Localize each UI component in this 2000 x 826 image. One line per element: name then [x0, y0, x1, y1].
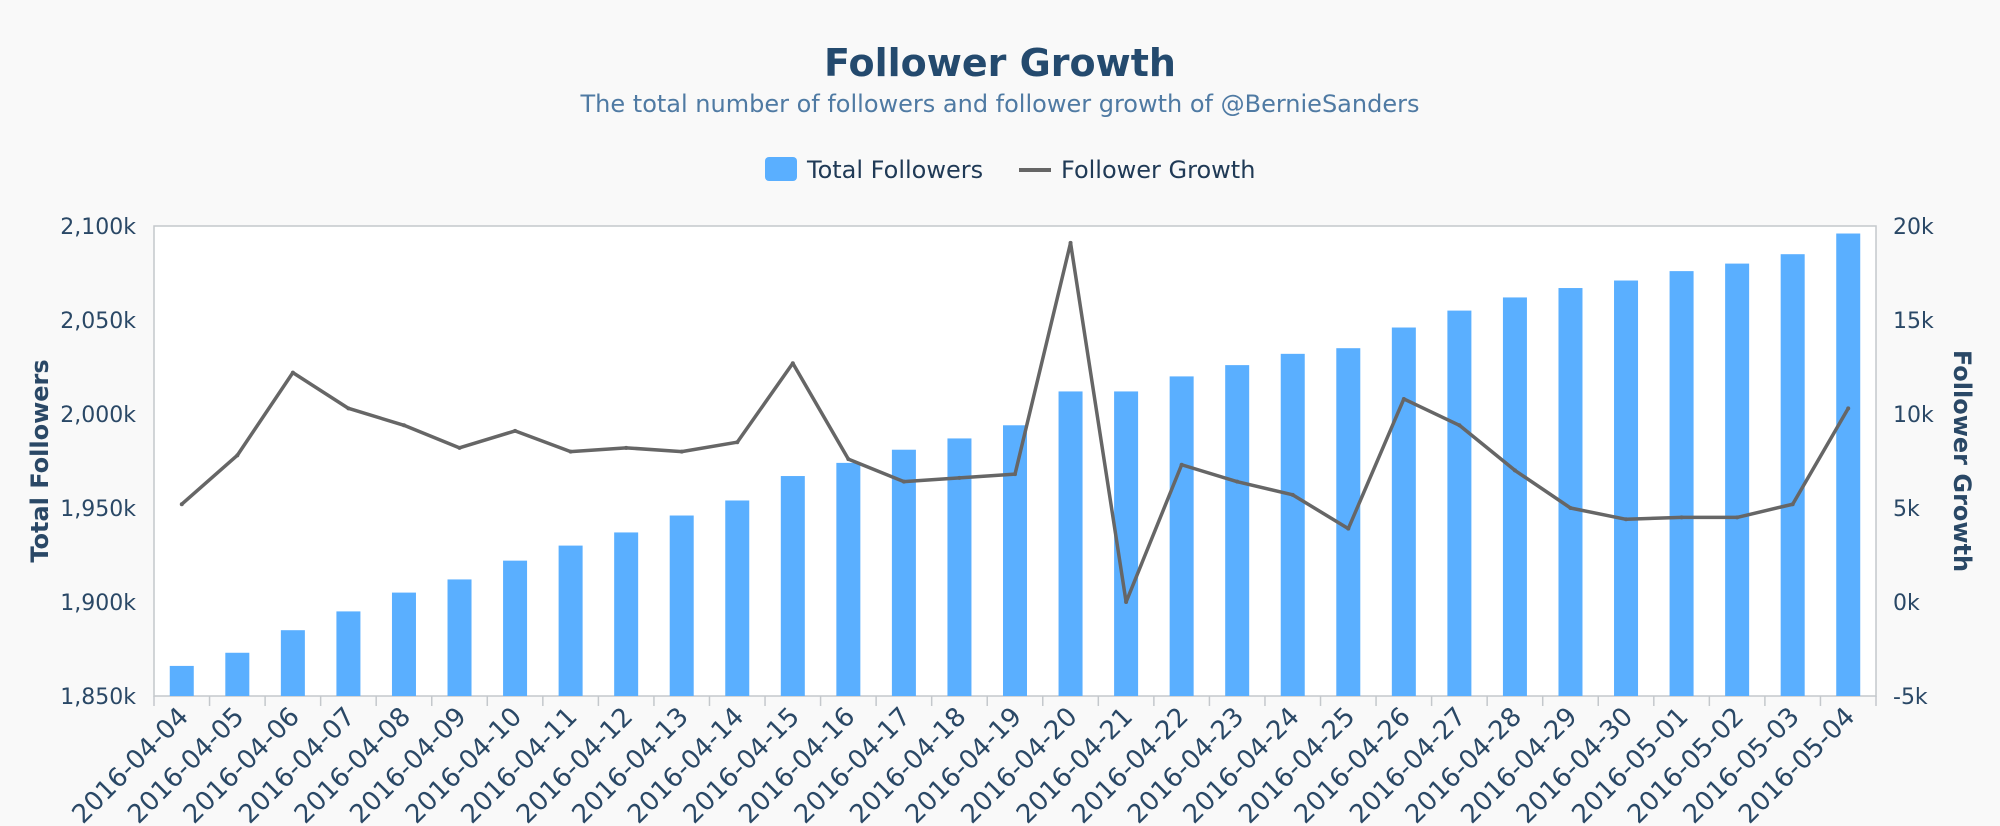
bar-total-followers-2016-05-01[interactable]	[1669, 271, 1694, 696]
bar-total-followers-2016-04-23[interactable]	[1225, 365, 1250, 696]
bar-total-followers-2016-04-22[interactable]	[1169, 376, 1194, 696]
line-series-follower-growth	[179, 240, 1851, 604]
right-tick-label: 0k	[1893, 591, 1920, 616]
legend: Total Followers Follower Growth	[765, 156, 1255, 184]
bar-total-followers-2016-04-19[interactable]	[1003, 425, 1027, 696]
point-follower-growth-2016-04-23[interactable]	[1235, 479, 1240, 484]
bar-total-followers-2016-04-06[interactable]	[280, 630, 305, 696]
point-follower-growth-2016-04-25[interactable]	[1346, 526, 1351, 531]
bar-total-followers-2016-04-08[interactable]	[391, 592, 416, 696]
left-tick-label: 1,900k	[60, 591, 136, 616]
bar-total-followers-2016-04-24[interactable]	[1280, 353, 1305, 696]
point-follower-growth-2016-04-17[interactable]	[901, 479, 906, 484]
point-follower-growth-2016-05-02[interactable]	[1735, 515, 1740, 520]
left-tick-label: 2,000k	[60, 403, 136, 428]
point-follower-growth-2016-04-09[interactable]	[457, 445, 462, 450]
point-follower-growth-2016-04-16[interactable]	[846, 457, 851, 462]
point-follower-growth-2016-04-04[interactable]	[179, 502, 184, 507]
bar-total-followers-2016-04-18[interactable]	[947, 438, 972, 696]
bar-total-followers-2016-05-04[interactable]	[1836, 233, 1861, 696]
bar-total-followers-2016-04-29[interactable]	[1558, 288, 1583, 696]
point-follower-growth-2016-04-07[interactable]	[346, 406, 351, 411]
bar-total-followers-2016-04-14[interactable]	[725, 500, 750, 696]
point-follower-growth-2016-04-27[interactable]	[1457, 423, 1462, 428]
bar-total-followers-2016-05-03[interactable]	[1780, 254, 1805, 696]
point-follower-growth-2016-04-08[interactable]	[401, 423, 406, 428]
point-follower-growth-2016-05-01[interactable]	[1679, 515, 1684, 520]
x-axis-ticks: 2016-04-042016-04-052016-04-062016-04-07…	[67, 696, 1877, 826]
left-axis-ticks: 1,850k 1,900k 1,950k 2,000k 2,050k 2,100k	[60, 215, 136, 710]
right-tick-label: 5k	[1893, 497, 1920, 522]
point-follower-growth-2016-04-26[interactable]	[1401, 396, 1406, 401]
left-tick-label: 2,050k	[60, 309, 136, 334]
point-follower-growth-2016-04-22[interactable]	[1179, 462, 1184, 467]
bar-total-followers-2016-04-10[interactable]	[503, 560, 528, 696]
right-tick-label: 10k	[1893, 403, 1934, 428]
point-follower-growth-2016-04-11[interactable]	[568, 449, 573, 454]
point-follower-growth-2016-04-10[interactable]	[513, 428, 518, 433]
point-follower-growth-2016-04-28[interactable]	[1512, 468, 1517, 473]
legend-swatch-total-followers	[765, 157, 797, 181]
point-follower-growth-2016-04-14[interactable]	[735, 440, 740, 445]
point-follower-growth-2016-04-15[interactable]	[790, 361, 795, 366]
point-follower-growth-2016-04-29[interactable]	[1568, 506, 1573, 510]
point-follower-growth-2016-04-13[interactable]	[679, 449, 684, 454]
right-tick-label: 15k	[1893, 309, 1934, 334]
chart-title: Follower Growth	[824, 41, 1176, 85]
bar-total-followers-2016-04-07[interactable]	[336, 611, 361, 696]
bar-total-followers-2016-04-05[interactable]	[225, 652, 250, 696]
right-tick-label: 20k	[1893, 215, 1934, 240]
left-tick-label: 1,850k	[60, 685, 136, 710]
bar-total-followers-2016-04-16[interactable]	[836, 462, 861, 696]
right-tick-label: -5k	[1893, 685, 1928, 710]
bar-series-total-followers	[169, 233, 1861, 696]
chart-subtitle: The total number of followers and follow…	[580, 90, 1420, 118]
bar-total-followers-2016-04-30[interactable]	[1614, 280, 1639, 696]
point-follower-growth-2016-04-19[interactable]	[1013, 472, 1017, 477]
left-tick-label: 2,100k	[60, 215, 136, 240]
bar-total-followers-2016-05-02[interactable]	[1725, 263, 1750, 696]
bar-total-followers-2016-04-09[interactable]	[447, 579, 472, 696]
point-follower-growth-2016-04-18[interactable]	[957, 475, 962, 480]
point-follower-growth-2016-04-30[interactable]	[1624, 517, 1629, 522]
bar-total-followers-2016-04-04[interactable]	[169, 665, 194, 696]
bar-total-followers-2016-04-20[interactable]	[1058, 391, 1083, 696]
left-tick-label: 1,950k	[60, 497, 136, 522]
bar-total-followers-2016-04-11[interactable]	[558, 545, 583, 696]
point-follower-growth-2016-05-03[interactable]	[1790, 502, 1795, 507]
bar-total-followers-2016-04-26[interactable]	[1391, 327, 1416, 696]
point-follower-growth-2016-04-24[interactable]	[1290, 492, 1295, 497]
left-axis-title: Total Followers	[26, 359, 54, 562]
point-follower-growth-2016-04-20[interactable]	[1068, 240, 1073, 245]
bar-total-followers-2016-04-15[interactable]	[780, 476, 805, 696]
bar-total-followers-2016-04-17[interactable]	[891, 449, 916, 696]
right-axis-ticks: -5k 0k 5k 10k 15k 20k	[1893, 215, 1934, 710]
point-follower-growth-2016-04-05[interactable]	[235, 453, 240, 458]
right-axis-title: Follower Growth	[1948, 350, 1976, 572]
bar-total-followers-2016-04-12[interactable]	[614, 532, 639, 696]
point-follower-growth-2016-04-12[interactable]	[624, 445, 629, 450]
bar-total-followers-2016-04-13[interactable]	[669, 515, 694, 696]
point-follower-growth-2016-05-04[interactable]	[1846, 406, 1851, 411]
point-follower-growth-2016-04-06[interactable]	[290, 370, 295, 375]
legend-label-follower-growth[interactable]: Follower Growth	[1061, 156, 1255, 184]
point-follower-growth-2016-04-21[interactable]	[1124, 600, 1129, 604]
bar-total-followers-2016-04-28[interactable]	[1502, 297, 1527, 696]
bar-total-followers-2016-04-27[interactable]	[1447, 310, 1472, 696]
legend-label-total-followers[interactable]: Total Followers	[806, 156, 983, 184]
